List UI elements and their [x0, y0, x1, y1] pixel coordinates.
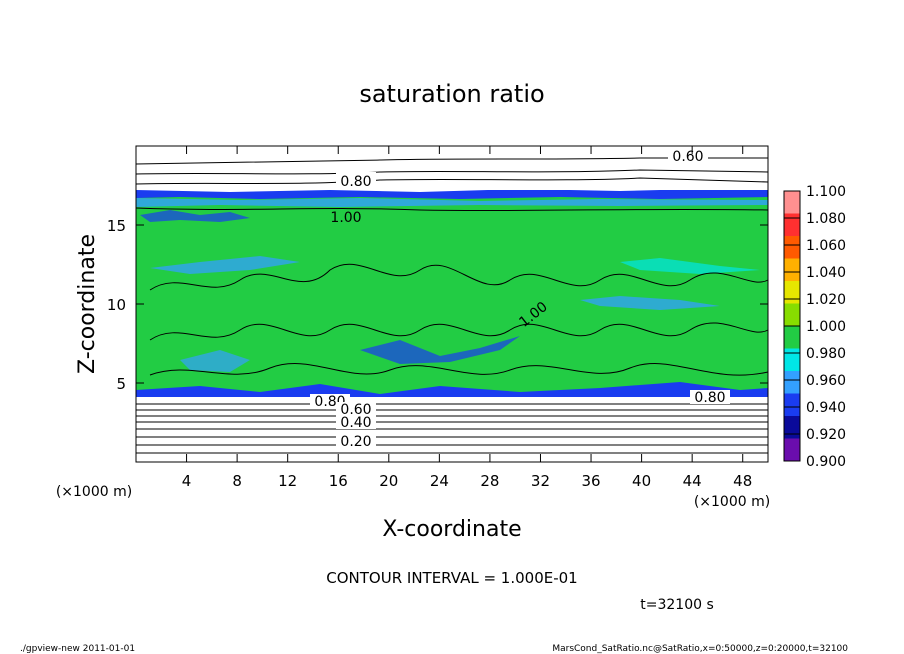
contour-interior-c: [149, 363, 769, 376]
x-tick-label: 40: [632, 472, 651, 490]
colorbar-label: 0.920: [806, 427, 846, 443]
chart-title: saturation ratio: [359, 80, 544, 108]
colorbar-swatch: [784, 258, 800, 281]
x-tick-label: 4: [182, 472, 192, 490]
footer-right: MarsCond_SatRatio.nc@SatRatio,x=0:50000,…: [552, 644, 848, 654]
colorbar-label: 0.940: [806, 400, 846, 416]
x-tick-label: 44: [683, 472, 702, 490]
x-tick-label: 8: [232, 472, 242, 490]
colorbar-label: 1.060: [806, 238, 846, 254]
contour-labels: 0.60 0.80 1.00 1.00 0.80 0.60 0.40 0.20 …: [310, 147, 730, 450]
blue-streak-mid: [360, 336, 520, 364]
colorbar-swatch: [784, 236, 800, 259]
z-axis-label: Z-coordinate: [75, 234, 100, 374]
plot-area: 0.60 0.80 1.00 1.00 0.80 0.60 0.40 0.20 …: [135, 145, 769, 463]
blue-band-bottom: [136, 382, 768, 397]
contour-interval-text: CONTOUR INTERVAL = 1.000E-01: [326, 569, 577, 587]
z-tick-label: 15: [107, 217, 126, 235]
x-axis-label: X-coordinate: [382, 517, 521, 542]
cyan-streak-4: [620, 258, 760, 274]
contour-label: 0.40: [340, 415, 371, 431]
colorbar-swatch: [784, 438, 800, 461]
colorbar-label: 0.980: [806, 346, 846, 362]
colorbar-label: 1.020: [806, 292, 846, 308]
colorbar-label: 0.900: [806, 454, 846, 470]
colorbar-label: 1.080: [806, 211, 846, 227]
colorbar-swatch: [784, 348, 800, 371]
colorbar-swatch: [784, 303, 800, 326]
x-tick-label: 32: [531, 472, 550, 490]
contour-interior-a: [149, 263, 769, 291]
z-tick-label: 10: [107, 296, 126, 314]
contour-label: 0.60: [672, 149, 703, 165]
colorbar-swatch: [784, 416, 800, 439]
contour-1p00-top: [135, 207, 769, 212]
contour-lines: [135, 157, 769, 454]
contour-upper-3: [135, 177, 769, 185]
colorbar-swatch: [784, 393, 800, 416]
footer-left: ./gpview-new 2011-01-01: [20, 644, 135, 654]
x-tick-label: 24: [430, 472, 449, 490]
contour-upper-2: [135, 169, 769, 175]
z-tick-label: 5: [116, 375, 126, 393]
cyan-streak-2: [580, 296, 720, 310]
colorbar-label: 1.040: [806, 265, 846, 281]
contour-label: 0.80: [340, 174, 371, 190]
colorbar-swatch: [784, 213, 800, 236]
x-tick-label: 36: [581, 472, 600, 490]
contour-upper-1: [135, 157, 768, 165]
cyan-streak-1: [150, 256, 300, 274]
cyan-band-top: [136, 198, 768, 207]
white-gap: [136, 397, 768, 402]
contour-interior-b: [149, 322, 769, 341]
colorbar-swatch: [784, 371, 800, 394]
cyan-streak-3: [180, 350, 250, 372]
colorbar-swatch: [784, 191, 800, 214]
blue-patch-left: [140, 210, 250, 222]
blue-band-top: [136, 189, 768, 199]
contour-label: 0.60: [340, 402, 371, 418]
colorbar-label: 1.000: [806, 319, 846, 335]
colorbar-label: 1.100: [806, 184, 846, 200]
contour-label: 0.80: [694, 390, 725, 406]
x-tick-label: 12: [278, 472, 297, 490]
time-text: t=32100 s: [640, 597, 714, 613]
colorbar-swatch: [784, 326, 800, 349]
contour-label: 1.00: [330, 210, 361, 226]
x-tick-label: 16: [329, 472, 348, 490]
colorbar: 0.900 0.920 0.940 0.960 0.980 1.000 1.020 1.040…: [783, 184, 846, 470]
x-axis-unit: (×1000 m): [694, 494, 770, 510]
colorbar-label: 0.960: [806, 373, 846, 389]
colorbar-swatch: [784, 281, 800, 304]
x-axis-ticks: 4 8 12 16 20 24 28 32 36 40 44 48: [182, 146, 752, 490]
z-axis-unit: (×1000 m): [56, 484, 132, 500]
z-axis-ticks: 5 10 15: [107, 217, 768, 393]
contour-label: 0.20: [340, 434, 371, 450]
x-tick-label: 48: [733, 472, 752, 490]
x-tick-label: 28: [480, 472, 499, 490]
x-tick-label: 20: [379, 472, 398, 490]
